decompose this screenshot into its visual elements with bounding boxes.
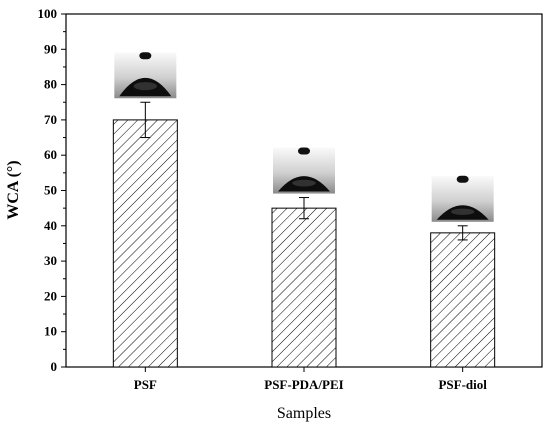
y-tick-label: 30 bbox=[44, 253, 57, 268]
bars-group bbox=[112, 101, 496, 368]
y-tick-label: 10 bbox=[44, 324, 57, 339]
bar bbox=[430, 232, 496, 368]
droplet-highlight bbox=[292, 179, 316, 187]
bar bbox=[112, 119, 178, 368]
y-tick-label: 100 bbox=[38, 6, 58, 21]
y-tick-label: 70 bbox=[44, 112, 57, 127]
x-axis-title: Samples bbox=[277, 405, 331, 422]
x-tick-label: PSF bbox=[134, 377, 157, 392]
x-tick-label: PSF-PDA/PEI bbox=[264, 377, 343, 392]
y-axis: 0 10 20 30 40 50 60 70 80 90 100 bbox=[38, 6, 66, 374]
needle-icon bbox=[139, 52, 152, 60]
x-axis: PSF PSF-PDA/PEI PSF-diol bbox=[134, 367, 487, 392]
droplet-insets bbox=[114, 52, 494, 222]
droplet-highlight bbox=[133, 82, 158, 91]
y-tick-label: 40 bbox=[44, 218, 57, 233]
y-tick-label: 0 bbox=[51, 359, 58, 374]
y-axis-title: WCA (°) bbox=[5, 160, 22, 219]
needle-icon bbox=[456, 175, 469, 183]
y-tick-label: 80 bbox=[44, 77, 57, 92]
x-tick-label: PSF-diol bbox=[438, 377, 487, 392]
y-tick-label: 20 bbox=[44, 288, 57, 303]
droplet-highlight bbox=[450, 208, 475, 215]
y-tick-label: 60 bbox=[44, 147, 57, 162]
bar bbox=[271, 207, 337, 368]
needle-icon bbox=[298, 147, 310, 155]
y-tick-label: 50 bbox=[44, 183, 57, 198]
y-tick-label: 90 bbox=[44, 41, 57, 56]
